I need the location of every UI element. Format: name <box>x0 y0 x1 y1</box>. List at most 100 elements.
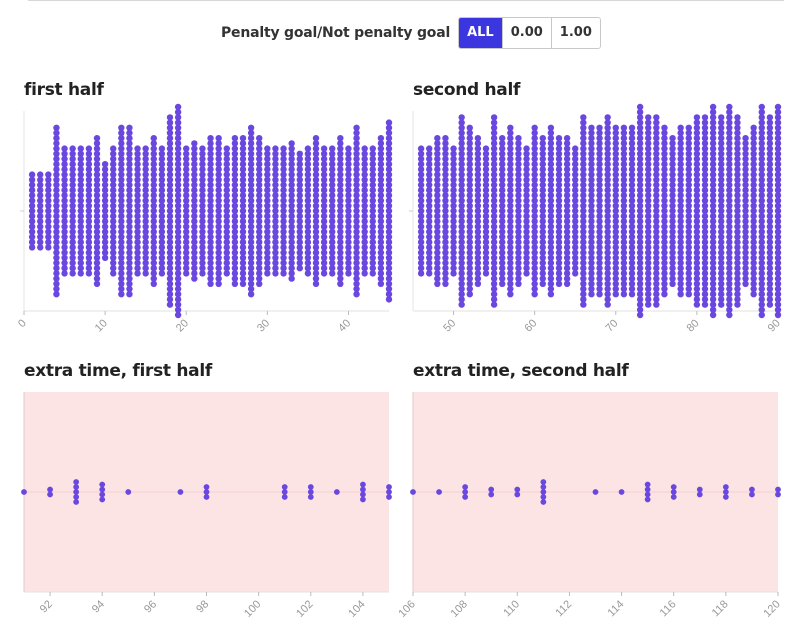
data-point <box>531 166 538 173</box>
data-point <box>540 484 547 490</box>
data-point <box>280 161 287 168</box>
data-point <box>247 239 255 246</box>
data-point <box>766 259 774 267</box>
data-point <box>685 270 692 277</box>
data-point <box>166 228 174 235</box>
data-point <box>572 223 579 230</box>
data-point <box>636 103 644 111</box>
data-point <box>296 259 303 267</box>
data-point <box>417 233 425 241</box>
data-point <box>709 135 717 142</box>
data-point <box>563 239 571 246</box>
data-point <box>73 479 80 485</box>
data-point <box>166 155 174 163</box>
data-point <box>264 181 271 189</box>
data-point <box>669 254 676 261</box>
data-point <box>742 166 749 173</box>
data-point <box>183 145 190 152</box>
data-point <box>774 249 782 256</box>
data-point <box>539 161 546 168</box>
data-point <box>774 129 782 137</box>
data-point <box>264 218 271 225</box>
data-point <box>758 223 765 230</box>
data-point <box>539 140 546 147</box>
data-point <box>547 213 555 220</box>
data-point <box>701 249 709 256</box>
data-point <box>661 213 668 220</box>
data-point <box>612 187 619 194</box>
data-point <box>580 296 587 303</box>
data-point <box>474 176 482 183</box>
data-point <box>555 259 563 267</box>
data-point <box>588 280 595 287</box>
data-point <box>466 129 473 137</box>
data-point <box>482 244 490 251</box>
data-point <box>572 213 579 220</box>
data-point <box>734 291 741 298</box>
data-point <box>774 265 782 272</box>
data-point <box>734 171 741 178</box>
data-point <box>766 197 774 204</box>
data-point <box>158 181 166 189</box>
data-point <box>126 202 133 209</box>
data-point <box>685 150 692 157</box>
filter-option-1[interactable]: 1.00 <box>550 18 600 48</box>
data-point <box>653 291 660 298</box>
data-point <box>207 171 214 178</box>
data-point <box>377 244 385 251</box>
data-point <box>426 176 433 183</box>
data-point <box>199 244 206 251</box>
data-point <box>231 140 239 147</box>
data-point <box>69 181 76 189</box>
data-point <box>596 291 603 298</box>
data-point <box>458 296 465 303</box>
data-point <box>280 233 287 241</box>
data-point <box>596 254 603 261</box>
data-point <box>515 187 522 194</box>
data-point <box>515 140 522 147</box>
data-point <box>288 197 295 204</box>
data-point <box>320 150 328 157</box>
data-point <box>766 213 774 220</box>
data-point <box>515 249 522 256</box>
data-point <box>515 259 522 267</box>
data-point <box>555 223 563 230</box>
data-point <box>247 275 255 282</box>
data-point <box>369 259 376 267</box>
filter-option-all[interactable]: ALL <box>459 18 502 48</box>
data-point <box>191 275 198 282</box>
data-point <box>726 161 733 168</box>
data-point <box>758 155 765 163</box>
data-point <box>85 233 93 241</box>
data-point <box>580 244 587 251</box>
data-point <box>701 296 709 303</box>
data-point <box>93 249 101 256</box>
data-point <box>588 166 595 173</box>
data-point <box>312 161 320 168</box>
data-point <box>774 109 782 116</box>
data-point <box>701 244 709 251</box>
data-point <box>158 239 166 246</box>
data-point <box>247 259 255 267</box>
data-point <box>458 244 465 251</box>
filter-option-0[interactable]: 0.00 <box>501 18 551 48</box>
data-point <box>596 155 603 163</box>
data-point <box>644 486 651 493</box>
data-point <box>247 207 255 215</box>
data-point <box>53 218 60 225</box>
data-point <box>742 197 749 204</box>
data-point <box>377 155 385 163</box>
data-point <box>69 223 76 230</box>
data-point <box>482 176 490 183</box>
data-point <box>174 166 182 173</box>
data-point <box>588 285 595 293</box>
x-tick-label: 116 <box>658 598 679 619</box>
data-point <box>361 181 368 189</box>
data-point <box>69 187 76 194</box>
data-point <box>345 202 352 209</box>
data-point <box>734 150 741 157</box>
data-point <box>515 207 522 215</box>
data-point <box>596 265 603 272</box>
data-point <box>272 161 279 168</box>
data-point <box>280 150 287 157</box>
